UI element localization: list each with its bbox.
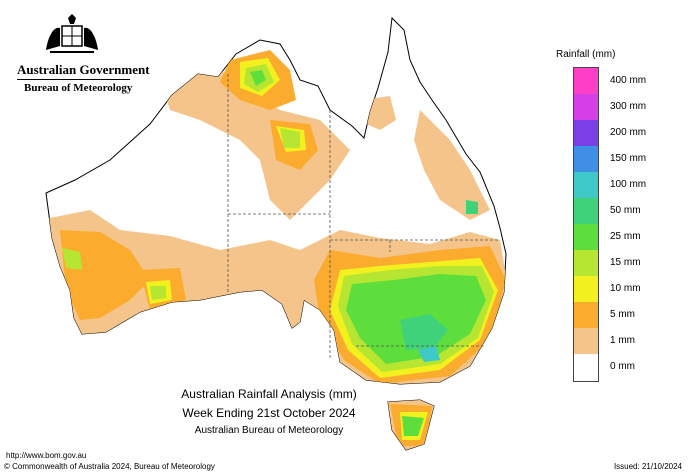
legend-label: 200 mm xyxy=(610,127,647,138)
legend-label: 100 mm xyxy=(610,179,647,190)
bureau-name: Bureau of Meteorology xyxy=(24,82,133,94)
logo-divider xyxy=(17,79,130,80)
legend-label: 300 mm xyxy=(610,101,647,112)
band-50mm xyxy=(400,200,478,350)
legend-label: 25 mm xyxy=(610,231,641,242)
legend-swatch xyxy=(574,172,598,198)
legend-swatch xyxy=(574,250,598,276)
legend-label: 0 mm xyxy=(610,361,635,372)
agency-name: Australian Government xyxy=(17,62,150,77)
legend-label: 1 mm xyxy=(610,335,635,346)
legend-swatch xyxy=(574,302,598,328)
issued-date: Issued: 21/10/2024 xyxy=(613,462,682,471)
legend-swatch xyxy=(574,328,598,354)
map-title: Australian Rainfall Analysis (mm) xyxy=(181,387,357,401)
legend-label: 400 mm xyxy=(610,75,647,86)
legend-title: Rainfall (mm) xyxy=(556,49,616,60)
legend-label: 50 mm xyxy=(610,205,641,216)
legend-swatch xyxy=(574,354,598,380)
state-borders xyxy=(227,74,500,358)
band-100mm xyxy=(418,346,440,362)
legend-swatch xyxy=(574,94,598,120)
legend-swatch xyxy=(574,68,598,94)
copyright-notice: © Commonwealth of Australia 2024, Bureau… xyxy=(4,462,215,471)
legend-label: 5 mm xyxy=(610,309,635,320)
legend-colorbar xyxy=(573,67,599,382)
map-subtitle: Week Ending 21st October 2024 xyxy=(182,406,356,420)
legend-swatch xyxy=(574,198,598,224)
legend-label: 150 mm xyxy=(610,153,647,164)
bom-website-link[interactable]: http://www.bom.gov.au xyxy=(6,451,87,460)
legend-label: 10 mm xyxy=(610,283,641,294)
legend-swatch xyxy=(574,276,598,302)
government-crest-icon xyxy=(46,14,98,53)
map-source: Australian Bureau of Meteorology xyxy=(194,425,344,436)
legend-label: 15 mm xyxy=(610,257,641,268)
legend-swatch xyxy=(574,224,598,250)
legend-swatch xyxy=(574,146,598,172)
legend-swatch xyxy=(574,120,598,146)
